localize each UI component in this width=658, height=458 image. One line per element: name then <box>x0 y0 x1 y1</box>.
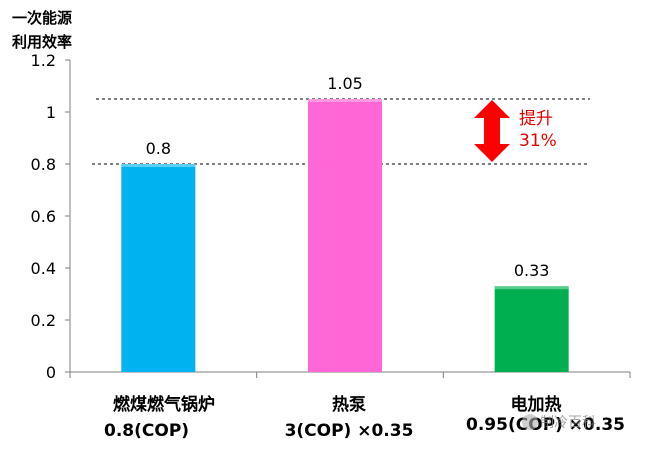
category-sub: 0.8(COP) <box>104 421 190 441</box>
bar <box>121 164 196 372</box>
data-label: 1.05 <box>327 74 363 93</box>
bar <box>494 286 569 372</box>
y-tick-label: 0.8 <box>31 155 56 174</box>
increase-annotation: 提升 31% <box>519 108 557 152</box>
y-tick-label: 0 <box>46 363 56 382</box>
category-sub: 3(COP) ×0.35 <box>284 421 414 441</box>
y-axis-label-line2: 利用效率 <box>12 33 73 51</box>
bar <box>308 99 382 372</box>
y-tick-label: 0.2 <box>31 311 56 330</box>
y-tick-label: 0.6 <box>31 207 56 226</box>
y-tick-label: 1 <box>46 103 56 122</box>
increase-arrow-icon <box>474 100 510 162</box>
annotation-line1: 提升 <box>519 109 553 129</box>
bar-highlight <box>121 164 196 167</box>
y-tick-label: 1.2 <box>31 51 56 70</box>
data-label: 0.33 <box>514 261 550 280</box>
category-name: 燃煤燃气锅炉 <box>113 395 215 415</box>
data-label: 0.8 <box>146 139 171 158</box>
category-name: 电加热 <box>510 395 562 415</box>
axes: 0 0.2 0.4 0.6 0.8 1 1.2 <box>31 51 631 382</box>
category-name: 热泵 <box>332 395 366 415</box>
category-sub: 0.95(COP) ×0.35 <box>466 415 625 435</box>
watermark: 制冷百科 <box>540 415 596 431</box>
y-axis-label-line1: 一次能源 <box>12 9 73 27</box>
wechat-icon <box>522 414 538 430</box>
bars <box>121 99 569 372</box>
bar-highlight <box>494 286 569 290</box>
bar-highlight <box>308 99 382 102</box>
y-tick-label: 0.4 <box>31 259 56 278</box>
data-labels: 0.8 1.05 0.33 <box>146 74 550 280</box>
annotation-line2: 31% <box>519 131 557 151</box>
